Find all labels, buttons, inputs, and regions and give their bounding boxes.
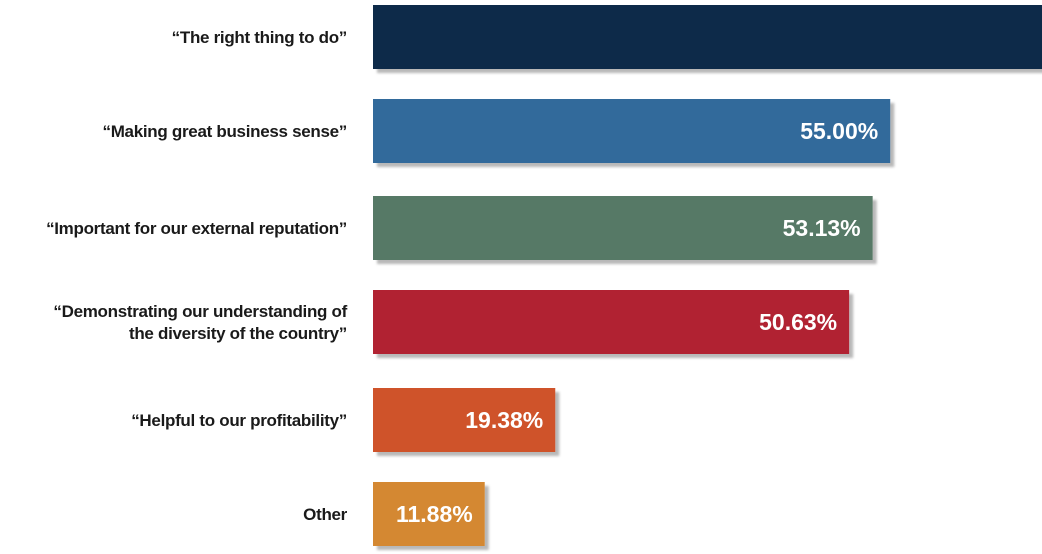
- bar-0: [373, 5, 1042, 69]
- value-label-1: 55.00%: [800, 118, 878, 144]
- value-label-5: 11.88%: [396, 501, 473, 527]
- value-label-2: 53.13%: [783, 215, 861, 241]
- category-label-4: “Helpful to our profitability”: [131, 411, 347, 430]
- bar-2: [373, 196, 873, 260]
- bar-1: [373, 99, 891, 163]
- category-label-3-line-1: the diversity of the country”: [129, 324, 347, 343]
- value-label-4: 19.38%: [465, 407, 543, 433]
- value-label-3: 50.63%: [759, 309, 837, 335]
- bar-4: [373, 388, 556, 452]
- category-label-5: Other: [303, 505, 348, 524]
- category-labels: “The right thing to do” “Making great bus…: [46, 28, 348, 524]
- category-label-0: “The right thing to do”: [172, 28, 347, 47]
- bar-3: [373, 290, 850, 354]
- category-label-2: “Important for our external reputation”: [46, 219, 347, 238]
- bars-layer: 83.75%55.00%53.13%50.63%19.38%11.88%: [373, 5, 1042, 546]
- category-label-3-line-0: “Demonstrating our understanding of: [53, 302, 347, 321]
- category-label-1: “Making great business sense”: [103, 122, 348, 141]
- bar-5: [373, 482, 485, 546]
